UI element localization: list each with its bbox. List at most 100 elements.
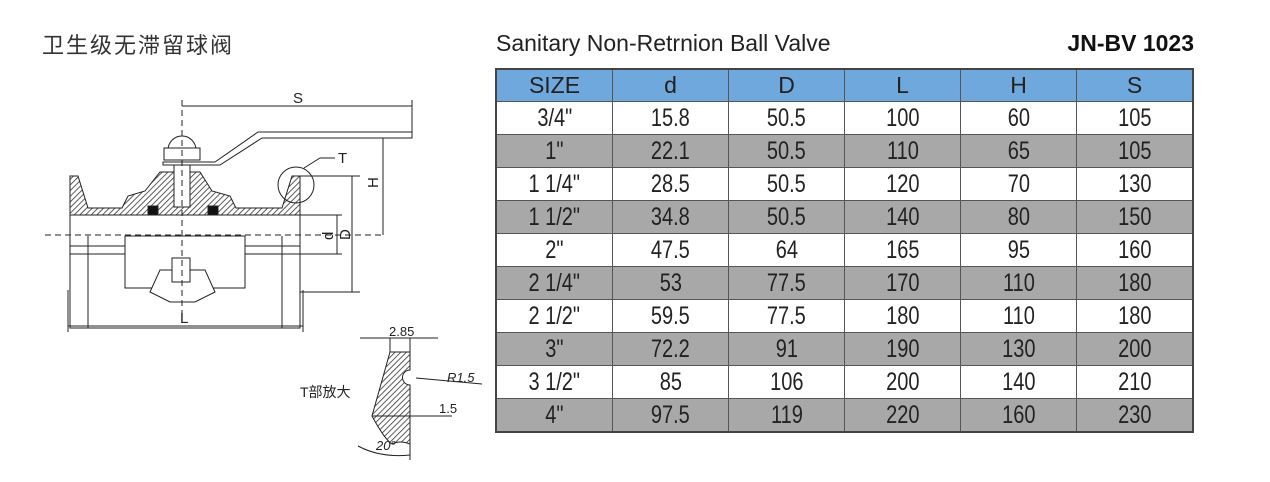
detail-width: 2.85: [389, 324, 414, 339]
cell-value: 1": [545, 136, 564, 165]
table-cell: 59.5: [612, 299, 729, 333]
dim-label-d-small: d: [320, 232, 337, 240]
cell-value: 70: [1007, 169, 1030, 198]
column-header-l3: L: [844, 68, 961, 102]
cell-value: 230: [1117, 400, 1152, 429]
dim-label-d-large: D: [337, 229, 354, 240]
table-cell: 97.5: [612, 398, 729, 433]
table-cell: 50.5: [728, 167, 845, 201]
cell-value: 64: [775, 235, 798, 264]
table-row: 3" 72.2 91 190 130 200: [495, 332, 1194, 366]
cell-value: 210: [1117, 367, 1152, 396]
table-cell: 91: [728, 332, 845, 366]
table-cell: 2 1/4": [495, 266, 613, 300]
table-cell: 80: [960, 200, 1077, 234]
table-row: 3/4" 15.8 50.5 100 60 105: [495, 101, 1194, 135]
cell-value: 200: [1117, 334, 1152, 363]
cell-value: 59.5: [651, 301, 690, 330]
table-cell: 95: [960, 233, 1077, 267]
table-cell: 130: [960, 332, 1077, 366]
table-cell: 65: [960, 134, 1077, 168]
table-cell: 190: [844, 332, 961, 366]
cell-value: 95: [1007, 235, 1030, 264]
table-cell: 110: [960, 299, 1077, 333]
cell-value: 34.8: [651, 202, 690, 231]
cell-value: 2 1/4": [528, 268, 581, 297]
table-cell: 100: [844, 101, 961, 135]
cell-value: 110: [1002, 268, 1035, 297]
cell-value: 110: [1002, 301, 1035, 330]
detail-radius: R1.5: [447, 370, 475, 385]
table-cell: 2": [495, 233, 613, 267]
table-cell: 130: [1076, 167, 1194, 201]
dim-label-t: T: [338, 150, 347, 167]
cell-value: 140: [885, 202, 920, 231]
table-cell: 230: [1076, 398, 1194, 433]
table-row: 1 1/2" 34.8 50.5 140 80 150: [495, 200, 1194, 234]
table-cell: 85: [612, 365, 729, 399]
table-cell: 72.2: [612, 332, 729, 366]
cell-value: 4": [545, 400, 564, 429]
cell-value: 220: [885, 400, 920, 429]
table-cell: 150: [1076, 200, 1194, 234]
cell-value: 119: [770, 400, 803, 429]
cell-value: 77.5: [767, 268, 806, 297]
detail-angle: 20°: [375, 438, 396, 453]
table-cell: 105: [1076, 101, 1194, 135]
table-row: 1 1/4" 28.5 50.5 120 70 130: [495, 167, 1194, 201]
column-header-h4: H: [960, 68, 1077, 102]
cell-value: 140: [1001, 367, 1036, 396]
table-row: 2 1/2" 59.5 77.5 180 110 180: [495, 299, 1194, 333]
table-cell: 3/4": [495, 101, 613, 135]
table-cell: 53: [612, 266, 729, 300]
table-cell: 3": [495, 332, 613, 366]
cell-value: 50.5: [767, 169, 806, 198]
cell-value: 3 1/2": [528, 367, 581, 396]
cell-value: 3/4": [537, 103, 572, 132]
table-cell: 210: [1076, 365, 1194, 399]
table-cell: 170: [844, 266, 961, 300]
table-cell: 2 1/2": [495, 299, 613, 333]
table-cell: 106: [728, 365, 845, 399]
table-cell: 1 1/4": [495, 167, 613, 201]
cell-value: 160: [1117, 235, 1152, 264]
table-cell: 60: [960, 101, 1077, 135]
dim-label-l: L: [180, 310, 188, 327]
table-cell: 77.5: [728, 266, 845, 300]
column-header-s5: S: [1076, 68, 1194, 102]
cell-value: 110: [886, 136, 919, 165]
cell-value: 150: [1117, 202, 1152, 231]
table-cell: 140: [844, 200, 961, 234]
table-cell: 200: [1076, 332, 1194, 366]
table-cell: 1": [495, 134, 613, 168]
cell-value: 50.5: [767, 136, 806, 165]
table-cell: 160: [1076, 233, 1194, 267]
cell-value: 50.5: [767, 202, 806, 231]
table-cell: 220: [844, 398, 961, 433]
cell-value: 130: [1117, 169, 1152, 198]
table-cell: 64: [728, 233, 845, 267]
cell-value: 2": [545, 235, 564, 264]
cell-value: 60: [1007, 103, 1030, 132]
cell-value: 65: [1007, 136, 1030, 165]
cell-value: 180: [1117, 268, 1152, 297]
table-cell: 70: [960, 167, 1077, 201]
cell-value: 97.5: [651, 400, 690, 429]
table-cell: 77.5: [728, 299, 845, 333]
cell-value: 105: [1117, 136, 1152, 165]
cell-value: 170: [885, 268, 920, 297]
table-row: 2" 47.5 64 165 95 160: [495, 233, 1194, 267]
table-row: 4" 97.5 119 220 160 230: [495, 398, 1194, 433]
table-cell: 50.5: [728, 134, 845, 168]
table-cell: 15.8: [612, 101, 729, 135]
table-cell: 180: [844, 299, 961, 333]
cell-value: 91: [775, 334, 798, 363]
table-cell: 165: [844, 233, 961, 267]
cell-value: 160: [1001, 400, 1036, 429]
detail-thickness: 1.5: [439, 401, 457, 416]
cell-value: 105: [1117, 103, 1152, 132]
cell-value: 200: [885, 367, 920, 396]
table-cell: 3 1/2": [495, 365, 613, 399]
table-row: 2 1/4" 53 77.5 170 110 180: [495, 266, 1194, 300]
cell-value: 180: [1117, 301, 1152, 330]
